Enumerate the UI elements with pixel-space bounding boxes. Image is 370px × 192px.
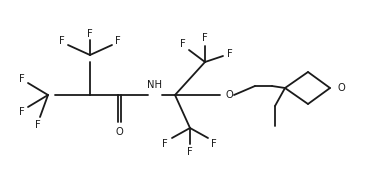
Text: F: F [115, 36, 121, 46]
Text: O: O [115, 127, 123, 137]
Text: F: F [35, 120, 41, 130]
Text: NH: NH [148, 80, 162, 90]
Text: F: F [19, 107, 25, 117]
Text: O: O [226, 90, 234, 100]
Text: O: O [338, 83, 346, 93]
Text: F: F [87, 29, 93, 39]
Text: F: F [59, 36, 65, 46]
Text: F: F [180, 39, 186, 49]
Text: F: F [162, 139, 168, 149]
Text: F: F [202, 33, 208, 43]
Text: F: F [187, 147, 193, 157]
Text: F: F [227, 49, 233, 59]
Text: F: F [19, 74, 25, 84]
Text: F: F [211, 139, 217, 149]
